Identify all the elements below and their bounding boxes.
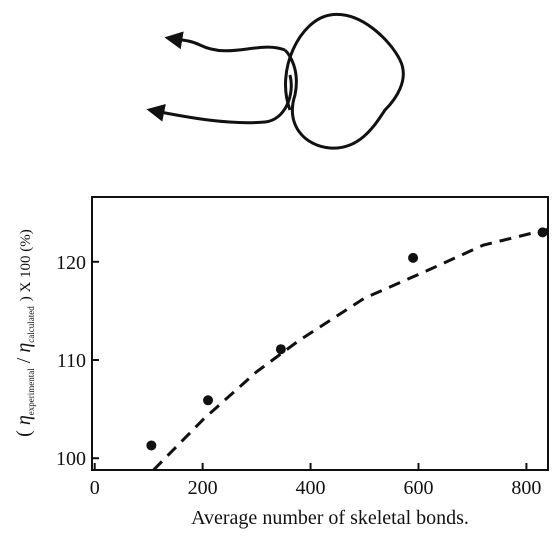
y-tick-label: 100 bbox=[56, 448, 86, 470]
x-tick-label: 400 bbox=[296, 477, 326, 499]
x-tick-label: 200 bbox=[188, 477, 218, 499]
data-point bbox=[203, 395, 214, 406]
fit-curve bbox=[152, 227, 548, 472]
x-tick-label: 800 bbox=[511, 477, 541, 499]
y-label-part: η bbox=[13, 343, 35, 353]
y-label-part: ) X 100 (%) bbox=[18, 229, 34, 301]
y-label-part: calculated bbox=[26, 306, 36, 343]
x-axis-label: Average number of skeletal bonds. bbox=[191, 507, 469, 529]
molecule-diagram bbox=[146, 13, 405, 150]
data-point bbox=[537, 227, 548, 238]
data-point bbox=[408, 252, 419, 263]
plot-frame bbox=[91, 196, 549, 471]
y-label-part: ( bbox=[13, 430, 35, 437]
x-tick-label: 0 bbox=[90, 477, 100, 499]
data-point bbox=[275, 344, 286, 355]
y-axis-label: ( ηexperimental / ηcalculated ) X 100 (%… bbox=[13, 229, 39, 437]
x-tick-label: 600 bbox=[403, 477, 433, 499]
y-label-part: / bbox=[13, 357, 35, 363]
y-tick-label: 110 bbox=[57, 350, 86, 372]
y-label-part: η bbox=[13, 415, 35, 425]
y-tick-label: 120 bbox=[56, 252, 86, 274]
data-point bbox=[146, 440, 157, 451]
y-label-part: experimental bbox=[26, 368, 36, 415]
